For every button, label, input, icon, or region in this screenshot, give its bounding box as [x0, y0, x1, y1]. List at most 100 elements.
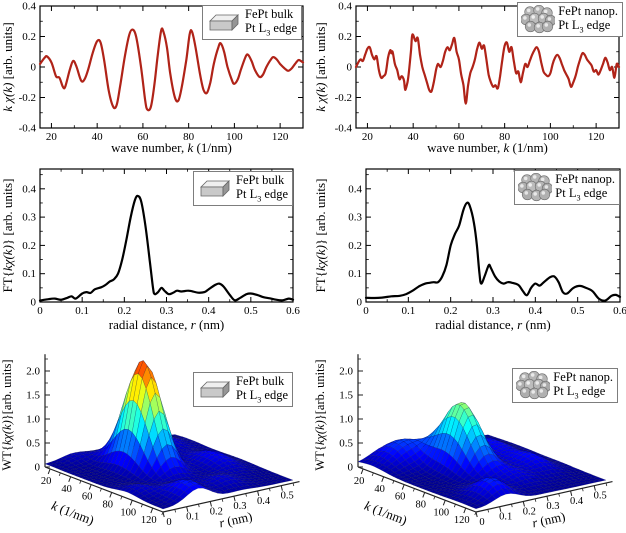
- x-axis-label: radial distance, r (nm): [435, 317, 551, 332]
- tick-label: 1.5: [339, 390, 353, 402]
- wavelet-bulk-surface: [44, 360, 294, 510]
- panel-kspace-nano: 20 40 60 80 100 120 -0.4 -0.2 0 0.2 0.4 wave number…: [313, 0, 626, 155]
- tick-label: 80: [415, 499, 426, 510]
- sample-name: FePt bulk: [236, 374, 285, 388]
- panel-wavelet-bulk: 0 0.5 1.0 1.5 2.0 WT{kχ(k)}[arb. units] 20 40 60…: [0, 335, 313, 533]
- tick-label: 0.2: [348, 240, 362, 252]
- sample-name: FePt nanop.: [558, 4, 618, 18]
- tick-label: 60: [395, 492, 406, 503]
- wavelet-nano-chart: 0 0.5 1.0 1.5 2.0 WT{kχ(k)}[arb. units] 20 40 60…: [313, 354, 613, 531]
- tick-label: 0.2: [444, 305, 458, 317]
- legend-text: FePt nanop. Pt L3 edge: [555, 172, 615, 203]
- tick-label: 0.1: [401, 305, 415, 317]
- legend-ft-bulk: FePt bulk Pt L3 edge: [193, 171, 293, 206]
- tick-label: 0: [166, 517, 171, 528]
- tick-label: 20: [41, 476, 52, 487]
- tick-label: 0.2: [117, 305, 131, 317]
- tick-label: 0.4: [528, 305, 542, 317]
- panel-wavelet-nano: 0 0.5 1.0 1.5 2.0 WT{kχ(k)}[arb. units] 20 40 60…: [313, 335, 626, 533]
- nanoparticle-icon: [518, 172, 553, 201]
- tick-label: 0.2: [523, 506, 536, 517]
- tick-label: 0.3: [160, 305, 174, 317]
- tick-label: 0.3: [233, 501, 246, 512]
- y-axis-label: FT{kχ(k)} [arb. units]: [0, 179, 15, 293]
- y-axis-label: k χ(k) [arb. units]: [313, 22, 328, 111]
- tick-label: 120: [141, 515, 157, 526]
- panel-kspace-bulk: 20 40 60 80 100 120 -0.4 -0.2 0 0.2 0.4 wave number…: [0, 0, 313, 155]
- tick-label: 0.4: [257, 496, 271, 507]
- legend-wavelet-nano: FePt nanop. Pt L3 edge: [512, 368, 618, 403]
- sample-name: FePt nanop.: [555, 172, 615, 186]
- tick-label: 0: [347, 62, 353, 74]
- legend-ft-nano: FePt nanop. Pt L3 edge: [514, 170, 620, 205]
- tick-label: 0: [37, 305, 43, 317]
- tick-label: 20: [362, 131, 374, 143]
- legend-wavelet-bulk: FePt bulk Pt L3 edge: [193, 372, 293, 407]
- tick-label: 0.1: [186, 512, 199, 523]
- tick-label: 60: [137, 131, 149, 143]
- legend-text: FePt nanop. Pt L3 edge: [553, 370, 613, 401]
- tick-label: 100: [542, 131, 559, 143]
- tick-label: 60: [82, 492, 93, 503]
- kspace-bulk-chart: 20 40 60 80 100 120 -0.4 -0.2 0 0.2 0.4 wave number…: [0, 1, 305, 155]
- tick-label: 1.0: [26, 414, 40, 426]
- tick-label: 0.4: [22, 183, 36, 195]
- sample-name: FePt bulk: [236, 173, 285, 187]
- tick-label: 0.2: [210, 506, 223, 517]
- tick-label: 80: [499, 131, 511, 143]
- tick-label: 0.4: [202, 305, 216, 317]
- tick-label: 20: [354, 476, 365, 487]
- tick-label: 60: [453, 131, 465, 143]
- tick-label: 40: [92, 131, 104, 143]
- tick-label: -0.2: [335, 92, 352, 104]
- legend-text: FePt bulk Pt L3 edge: [236, 374, 288, 405]
- z-axis: 0 0.5 1.0 1.5 2.0: [26, 354, 50, 474]
- k-axis: 20 40 60 80 100 120: [354, 466, 477, 526]
- y-axis-label: FT{kχ(k)} [arb. units]: [313, 179, 328, 293]
- tick-label: 80: [183, 131, 195, 143]
- r-axis: 0 0.1 0.2 0.3 0.4 0.5: [475, 480, 613, 528]
- tick-label: 0.1: [348, 268, 362, 280]
- z-axis-label: WT{kχ(k)}[arb. units]: [0, 359, 14, 470]
- r-axis: 0 0.1 0.2 0.3 0.4 0.5: [162, 480, 300, 528]
- tick-label: 0.5: [244, 305, 258, 317]
- tick-label: 0: [479, 517, 484, 528]
- tick-label: 0: [35, 462, 41, 474]
- bulk-box-icon: [200, 380, 230, 398]
- bulk-box-icon: [200, 179, 230, 197]
- tick-label: 0: [31, 297, 37, 309]
- tick-label: 0: [357, 297, 363, 309]
- tick-label: 0.1: [75, 305, 89, 317]
- x-axis-label: radial distance, r (nm): [109, 317, 225, 332]
- r-axis-label: r (nm): [531, 509, 567, 531]
- tick-label: 40: [61, 484, 72, 495]
- nanoparticle-icon: [516, 370, 551, 399]
- tick-label: 2.0: [339, 366, 353, 378]
- tick-label: 0.4: [348, 183, 362, 195]
- tick-label: 0.1: [499, 512, 512, 523]
- tick-label: 0: [31, 62, 37, 74]
- tick-label: -0.2: [19, 92, 36, 104]
- nanoparticle-icon: [521, 4, 556, 33]
- kspace-nano-curve: [354, 33, 621, 105]
- tick-label: 0.2: [22, 240, 36, 252]
- tick-label: 0.5: [339, 438, 353, 450]
- x-axis-label: wave number, k (1/nm): [427, 140, 548, 155]
- kspace-bulk-curve: [38, 27, 305, 112]
- r-axis-label: r (nm): [218, 509, 254, 531]
- tick-label: 0.4: [338, 1, 352, 13]
- tick-label: 0.3: [546, 501, 559, 512]
- tick-label: 0.5: [571, 305, 585, 317]
- tick-label: 0.3: [22, 212, 36, 224]
- tick-label: 0: [348, 462, 354, 474]
- panel-ft-bulk: 0 0.1 0.2 0.3 0.4 0.5 0.6 0 0.1 0.2 0.3 0.4 radial d…: [0, 155, 313, 335]
- tick-label: 0.2: [22, 31, 36, 43]
- y-axis-label: k χ(k) [arb. units]: [0, 22, 15, 111]
- wavelet-bulk-chart: 0 0.5 1.0 1.5 2.0 WT{kχ(k)}[arb. units] 20 40 60…: [0, 354, 300, 531]
- tick-label: 0.3: [348, 212, 362, 224]
- sample-name: FePt bulk: [245, 7, 294, 21]
- tick-label: 0.3: [486, 305, 500, 317]
- tick-label: 0.6: [613, 305, 626, 317]
- kspace-nano-chart: 20 40 60 80 100 120 -0.4 -0.2 0 0.2 0.4 wave number…: [313, 1, 621, 155]
- tick-label: 1.0: [339, 414, 353, 426]
